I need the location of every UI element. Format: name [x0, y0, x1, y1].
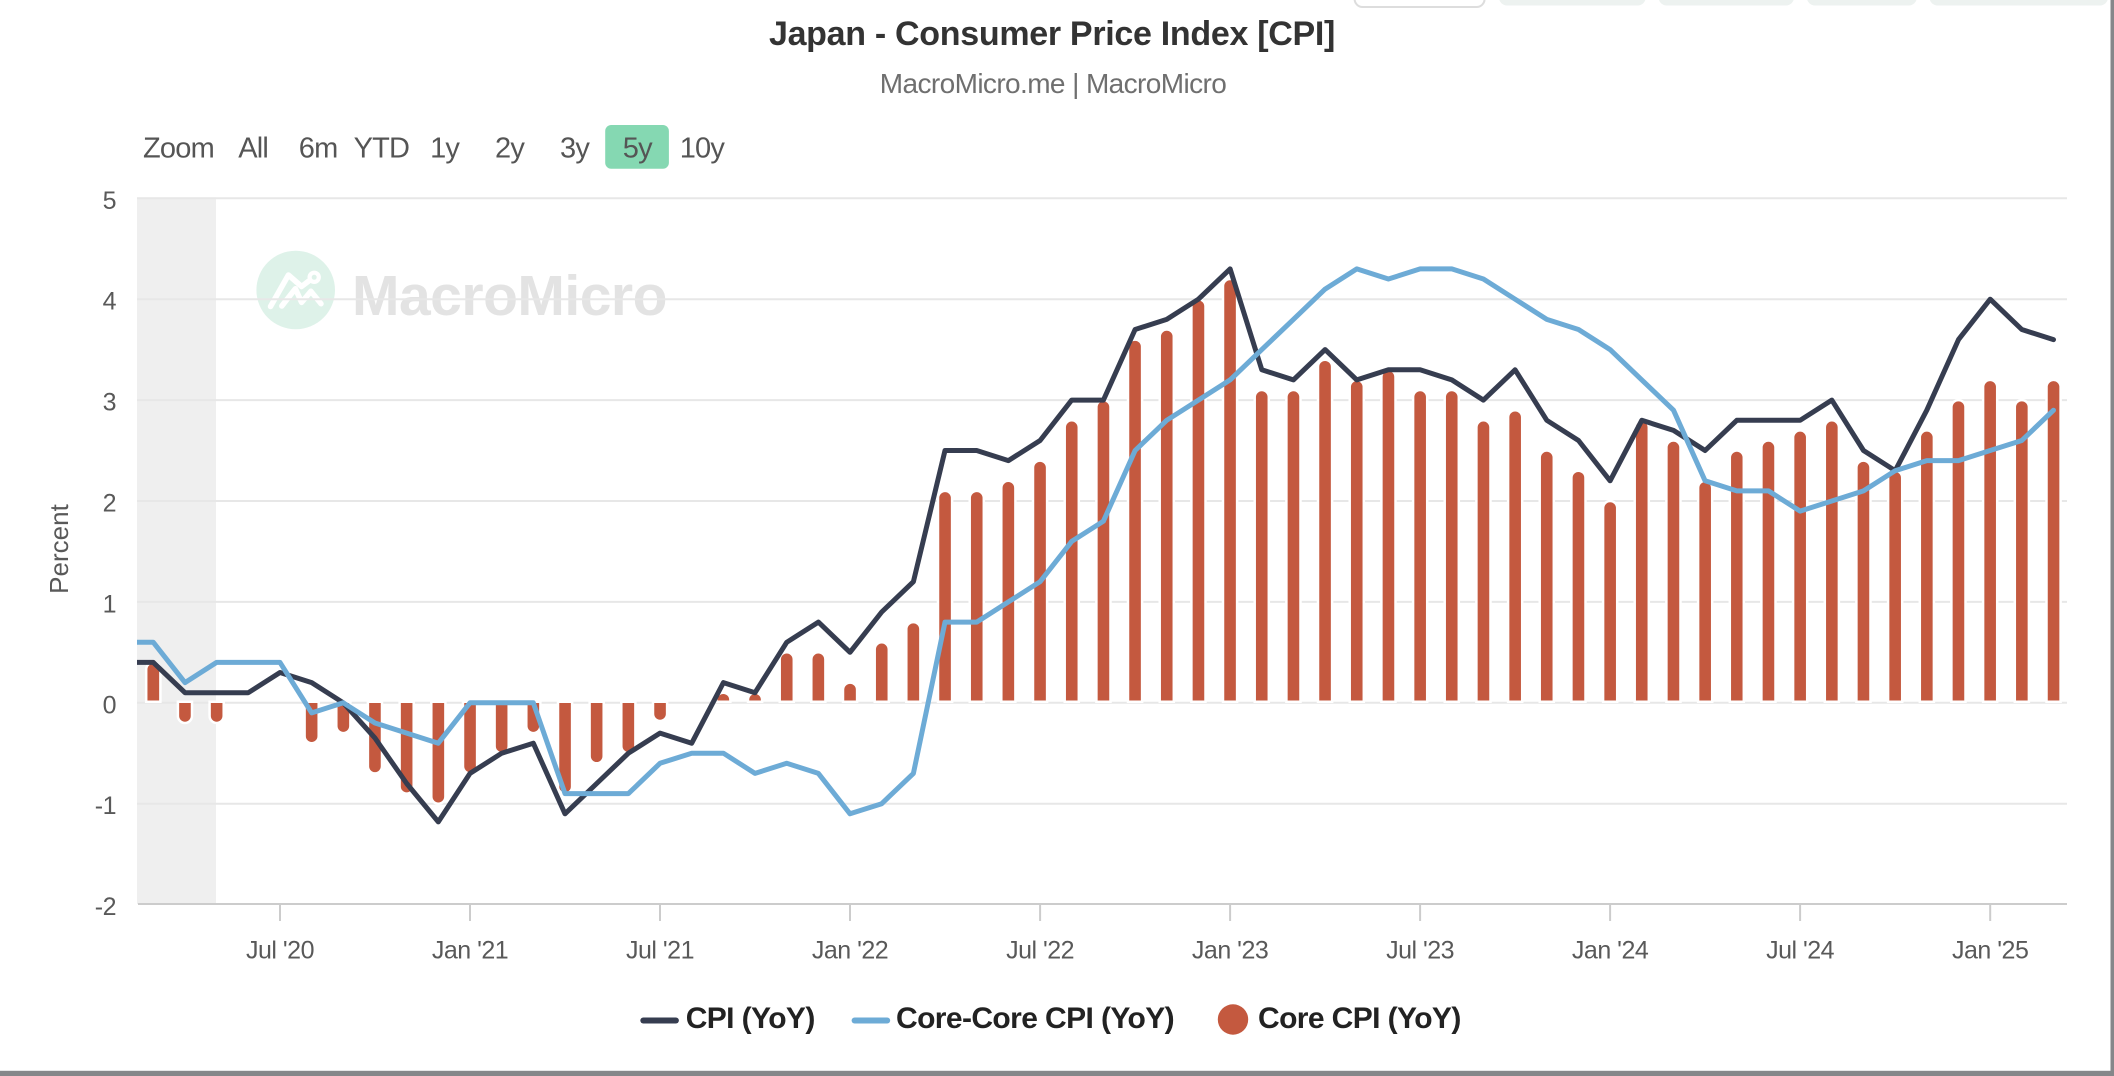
svg-text:Jan '23: Jan '23	[1192, 937, 1268, 965]
svg-text:Core-Core CPI (YoY): Core-Core CPI (YoY)	[896, 1002, 1174, 1035]
svg-text:Zoom: Zoom	[143, 132, 214, 164]
svg-text:5: 5	[103, 187, 116, 215]
svg-text:2y: 2y	[495, 132, 525, 164]
svg-text:Jul '20: Jul '20	[246, 937, 314, 965]
svg-text:3y: 3y	[560, 132, 590, 164]
svg-text:CPI (YoY): CPI (YoY)	[686, 1002, 815, 1035]
svg-text:Jan '21: Jan '21	[432, 937, 508, 965]
svg-text:MacroMicro: MacroMicro	[352, 264, 667, 328]
svg-text:5y: 5y	[623, 132, 653, 164]
svg-text:Jan '22: Jan '22	[812, 937, 888, 965]
svg-text:Jul '23: Jul '23	[1386, 937, 1454, 965]
svg-text:Jul '21: Jul '21	[626, 937, 694, 965]
svg-text:1: 1	[103, 590, 116, 618]
svg-text:Percent: Percent	[44, 503, 74, 593]
svg-text:All: All	[238, 132, 268, 164]
svg-text:-1: -1	[95, 792, 116, 820]
svg-text:2: 2	[103, 490, 116, 518]
svg-text:3: 3	[103, 389, 116, 417]
svg-text:Jul '22: Jul '22	[1006, 937, 1074, 965]
svg-text:1y: 1y	[430, 132, 460, 164]
svg-text:-2: -2	[95, 893, 116, 921]
svg-text:Japan - Consumer Price Index [: Japan - Consumer Price Index [CPI]	[769, 15, 1335, 53]
svg-text:Jan '24: Jan '24	[1572, 937, 1649, 965]
svg-text:MacroMicro.me | MacroMicro: MacroMicro.me | MacroMicro	[880, 68, 1226, 99]
svg-text:4: 4	[103, 288, 117, 316]
svg-text:6m: 6m	[299, 132, 338, 164]
svg-text:Core CPI (YoY): Core CPI (YoY)	[1258, 1002, 1461, 1035]
svg-text:YTD: YTD	[354, 132, 410, 164]
svg-text:Jul '24: Jul '24	[1766, 937, 1835, 965]
svg-text:10y: 10y	[680, 132, 726, 164]
svg-text:0: 0	[103, 691, 116, 719]
svg-text:Jan '25: Jan '25	[1952, 937, 2028, 965]
